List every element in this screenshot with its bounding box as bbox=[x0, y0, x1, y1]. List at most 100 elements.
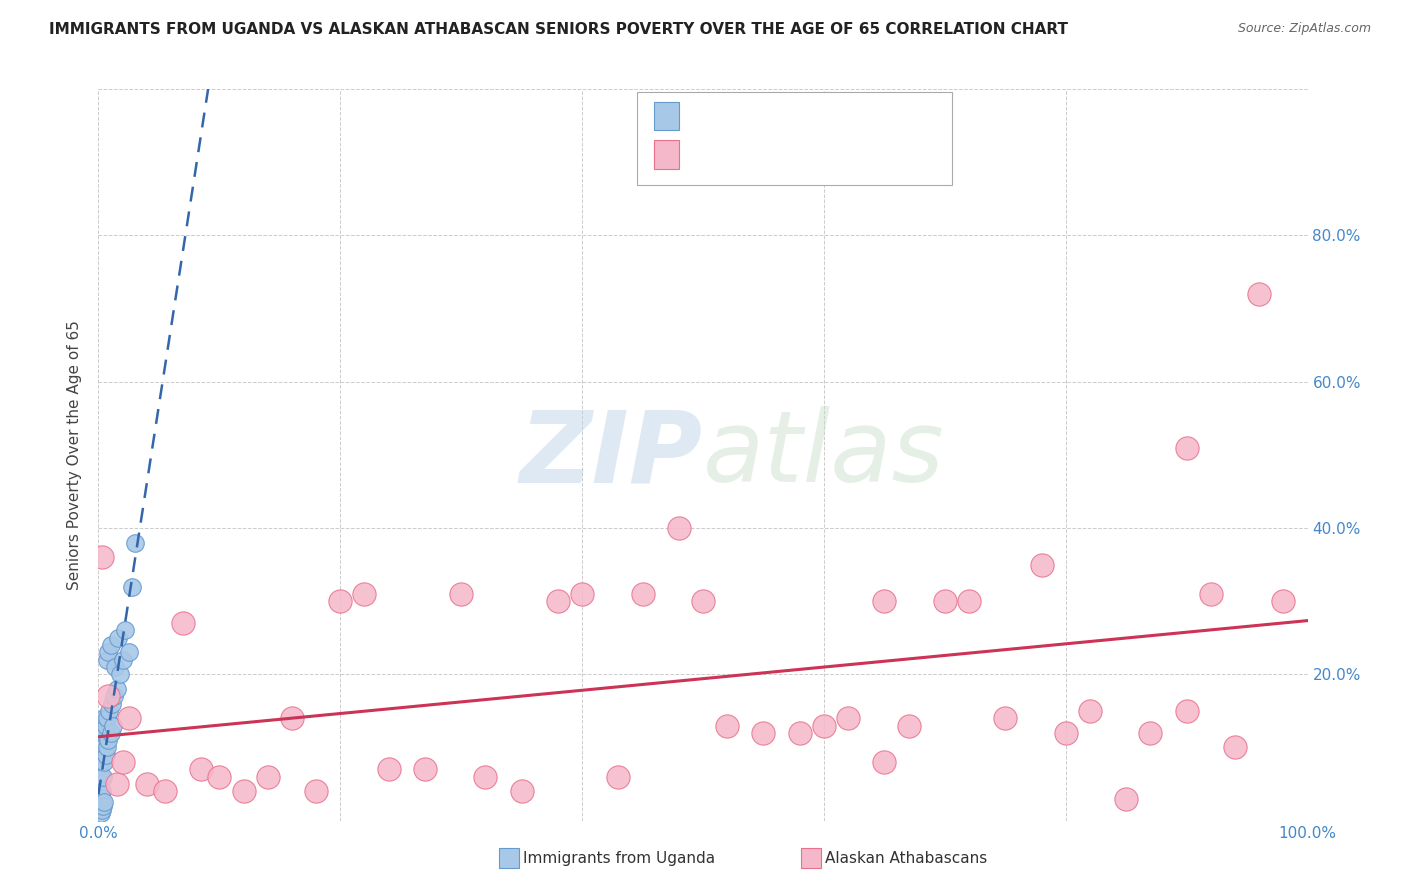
Point bbox=[1139, 726, 1161, 740]
Point bbox=[91, 803, 114, 817]
Point bbox=[668, 521, 690, 535]
Point bbox=[93, 711, 115, 725]
Point bbox=[114, 624, 136, 638]
Point bbox=[87, 796, 110, 810]
Point bbox=[716, 718, 738, 732]
Text: IMMIGRANTS FROM UGANDA VS ALASKAN ATHABASCAN SENIORS POVERTY OVER THE AGE OF 65 : IMMIGRANTS FROM UGANDA VS ALASKAN ATHABA… bbox=[49, 22, 1069, 37]
Point bbox=[87, 791, 110, 805]
Point bbox=[97, 645, 120, 659]
Point bbox=[450, 587, 472, 601]
Point bbox=[90, 799, 112, 814]
Point bbox=[172, 616, 194, 631]
Point bbox=[100, 726, 122, 740]
Point bbox=[957, 594, 980, 608]
Point bbox=[232, 784, 254, 798]
Point bbox=[93, 755, 115, 769]
Point bbox=[281, 711, 304, 725]
Point bbox=[934, 594, 956, 608]
Point bbox=[153, 784, 176, 798]
Text: N = 49: N = 49 bbox=[823, 145, 884, 163]
Point bbox=[135, 777, 157, 791]
Point bbox=[118, 645, 141, 659]
Point bbox=[103, 690, 125, 704]
Point bbox=[607, 770, 630, 784]
Point bbox=[91, 747, 114, 762]
Point bbox=[91, 770, 114, 784]
Point bbox=[547, 594, 569, 608]
Point bbox=[837, 711, 859, 725]
Text: Alaskan Athabascans: Alaskan Athabascans bbox=[825, 851, 987, 865]
Point bbox=[1031, 558, 1053, 572]
Point bbox=[90, 755, 112, 769]
Point bbox=[1175, 441, 1198, 455]
Text: ZIP: ZIP bbox=[520, 407, 703, 503]
Text: N = 47: N = 47 bbox=[823, 107, 884, 125]
Text: Source: ZipAtlas.com: Source: ZipAtlas.com bbox=[1237, 22, 1371, 36]
Point bbox=[994, 711, 1017, 725]
Point bbox=[631, 587, 654, 601]
Point bbox=[118, 711, 141, 725]
Point bbox=[111, 755, 134, 769]
Point bbox=[1223, 740, 1246, 755]
Point bbox=[873, 755, 896, 769]
Point bbox=[208, 770, 231, 784]
Point bbox=[89, 791, 111, 805]
Point bbox=[100, 697, 122, 711]
Point bbox=[93, 726, 115, 740]
Point bbox=[121, 580, 143, 594]
Point bbox=[1078, 704, 1101, 718]
Point bbox=[305, 784, 328, 798]
Point bbox=[190, 763, 212, 777]
Point bbox=[377, 763, 399, 777]
Point bbox=[91, 740, 114, 755]
Y-axis label: Seniors Poverty Over the Age of 65: Seniors Poverty Over the Age of 65 bbox=[67, 320, 83, 590]
Point bbox=[90, 784, 112, 798]
Point bbox=[101, 718, 124, 732]
Point bbox=[789, 726, 811, 740]
Point bbox=[256, 770, 278, 784]
Point bbox=[91, 796, 114, 810]
Text: Immigrants from Uganda: Immigrants from Uganda bbox=[523, 851, 716, 865]
Point bbox=[124, 535, 146, 549]
Point bbox=[97, 690, 120, 704]
Point bbox=[1272, 594, 1295, 608]
Point bbox=[100, 638, 122, 652]
Point bbox=[329, 594, 352, 608]
Point bbox=[111, 653, 134, 667]
Point bbox=[87, 784, 110, 798]
Point bbox=[94, 747, 117, 762]
Point bbox=[89, 770, 111, 784]
Point bbox=[91, 550, 114, 565]
Point bbox=[752, 726, 775, 740]
Point bbox=[89, 799, 111, 814]
Point bbox=[104, 660, 127, 674]
Point bbox=[91, 799, 114, 814]
Point bbox=[1054, 726, 1077, 740]
Point bbox=[96, 653, 118, 667]
Point bbox=[105, 681, 128, 696]
Point bbox=[91, 784, 114, 798]
Point bbox=[813, 718, 835, 732]
Point bbox=[105, 777, 128, 791]
Point bbox=[90, 770, 112, 784]
Point bbox=[474, 770, 496, 784]
Point bbox=[510, 784, 533, 798]
Text: R = 0.027: R = 0.027 bbox=[689, 107, 772, 125]
Point bbox=[353, 587, 375, 601]
Point bbox=[89, 796, 111, 810]
Point bbox=[692, 594, 714, 608]
Point bbox=[89, 777, 111, 791]
Point bbox=[108, 667, 131, 681]
Point bbox=[571, 587, 593, 601]
Text: atlas: atlas bbox=[703, 407, 945, 503]
Point bbox=[873, 594, 896, 608]
Point bbox=[1175, 704, 1198, 718]
Point bbox=[96, 711, 118, 725]
Point bbox=[1199, 587, 1222, 601]
Point bbox=[94, 718, 117, 732]
Point bbox=[413, 763, 436, 777]
Point bbox=[91, 726, 114, 740]
Point bbox=[97, 733, 120, 747]
Point bbox=[90, 806, 112, 821]
Point bbox=[1249, 287, 1271, 301]
